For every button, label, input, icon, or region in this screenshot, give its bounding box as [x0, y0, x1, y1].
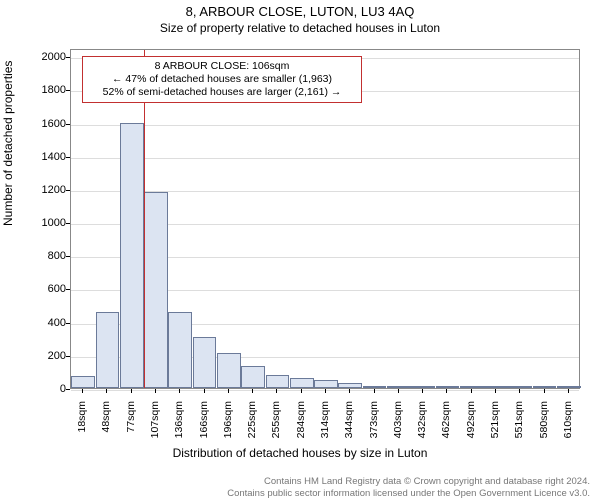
- x-tick-mark: [446, 389, 447, 393]
- histogram-bar: [508, 386, 532, 388]
- x-tick-mark: [276, 389, 277, 393]
- x-tick-mark: [519, 389, 520, 393]
- y-tick-label: 200: [26, 350, 66, 362]
- y-tick-label: 1800: [26, 84, 66, 96]
- histogram-bar: [168, 312, 192, 388]
- histogram-bar: [120, 123, 144, 388]
- annotation-line-3: 52% of semi-detached houses are larger (…: [89, 86, 355, 99]
- histogram-bar: [460, 386, 484, 388]
- chart-title: 8, ARBOUR CLOSE, LUTON, LU3 4AQ: [0, 4, 600, 19]
- y-tick-label: 1600: [26, 118, 66, 130]
- x-tick-mark: [204, 389, 205, 393]
- y-tick-mark: [66, 389, 70, 390]
- x-tick-mark: [471, 389, 472, 393]
- x-axis-label: Distribution of detached houses by size …: [0, 446, 600, 460]
- x-tick-label: 344sqm: [343, 401, 355, 451]
- x-tick-mark: [374, 389, 375, 393]
- histogram-bar: [290, 378, 314, 388]
- y-tick-label: 1400: [26, 151, 66, 163]
- x-tick-label: 196sqm: [222, 401, 234, 451]
- histogram-bar: [71, 376, 95, 388]
- annotation-box: 8 ARBOUR CLOSE: 106sqm← 47% of detached …: [82, 56, 362, 103]
- x-tick-label: 77sqm: [125, 401, 137, 451]
- x-tick-mark: [495, 389, 496, 393]
- footer-line-1: Contains HM Land Registry data © Crown c…: [227, 476, 590, 488]
- x-tick-mark: [106, 389, 107, 393]
- x-tick-mark: [179, 389, 180, 393]
- x-tick-label: 18sqm: [76, 401, 88, 451]
- y-tick-mark: [66, 356, 70, 357]
- y-tick-mark: [66, 323, 70, 324]
- y-tick-label: 400: [26, 317, 66, 329]
- y-tick-label: 1200: [26, 184, 66, 196]
- gridline: [71, 158, 579, 159]
- x-tick-label: 136sqm: [173, 401, 185, 451]
- x-tick-label: 403sqm: [392, 401, 404, 451]
- chart-subtitle: Size of property relative to detached ho…: [0, 21, 600, 35]
- footer-attribution: Contains HM Land Registry data © Crown c…: [227, 476, 590, 500]
- y-tick-mark: [66, 190, 70, 191]
- histogram-bar: [266, 375, 290, 388]
- x-tick-mark: [82, 389, 83, 393]
- x-tick-mark: [422, 389, 423, 393]
- histogram-bar: [411, 386, 435, 388]
- histogram-bar: [144, 192, 168, 388]
- x-tick-mark: [228, 389, 229, 393]
- x-tick-label: 225sqm: [246, 401, 258, 451]
- x-tick-label: 462sqm: [440, 401, 452, 451]
- histogram-bar: [193, 337, 217, 388]
- x-tick-label: 314sqm: [319, 401, 331, 451]
- histogram-bar: [533, 386, 557, 388]
- y-tick-label: 2000: [26, 51, 66, 63]
- y-tick-label: 0: [26, 383, 66, 395]
- x-tick-mark: [568, 389, 569, 393]
- footer-line-2: Contains public sector information licen…: [227, 488, 590, 500]
- histogram-bar: [314, 380, 338, 388]
- y-tick-mark: [66, 57, 70, 58]
- histogram-bar: [96, 312, 120, 388]
- histogram-bar: [557, 386, 581, 388]
- x-tick-label: 432sqm: [416, 401, 428, 451]
- y-tick-label: 600: [26, 283, 66, 295]
- x-tick-label: 521sqm: [489, 401, 501, 451]
- x-tick-label: 284sqm: [295, 401, 307, 451]
- x-tick-mark: [349, 389, 350, 393]
- histogram-bar: [387, 386, 411, 388]
- histogram-bar: [241, 366, 265, 388]
- y-axis-label: Number of detached properties: [1, 61, 15, 226]
- histogram-bar: [436, 386, 460, 388]
- x-tick-label: 373sqm: [368, 401, 380, 451]
- histogram-bar: [363, 386, 387, 388]
- x-tick-label: 610sqm: [562, 401, 574, 451]
- gridline: [71, 125, 579, 126]
- annotation-line-2: ← 47% of detached houses are smaller (1,…: [89, 73, 355, 86]
- x-tick-mark: [155, 389, 156, 393]
- annotation-line-1: 8 ARBOUR CLOSE: 106sqm: [89, 60, 355, 73]
- histogram-bar: [217, 353, 241, 388]
- x-tick-mark: [544, 389, 545, 393]
- y-tick-mark: [66, 90, 70, 91]
- y-tick-label: 1000: [26, 217, 66, 229]
- y-tick-mark: [66, 157, 70, 158]
- y-tick-mark: [66, 256, 70, 257]
- histogram-bar: [484, 386, 508, 388]
- x-tick-label: 166sqm: [198, 401, 210, 451]
- y-tick-label: 800: [26, 250, 66, 262]
- histogram-bar: [338, 383, 362, 388]
- x-tick-label: 255sqm: [270, 401, 282, 451]
- y-tick-mark: [66, 289, 70, 290]
- x-tick-mark: [131, 389, 132, 393]
- x-tick-mark: [252, 389, 253, 393]
- x-tick-label: 48sqm: [100, 401, 112, 451]
- y-tick-mark: [66, 124, 70, 125]
- x-tick-label: 580sqm: [538, 401, 550, 451]
- x-tick-mark: [301, 389, 302, 393]
- x-tick-label: 107sqm: [149, 401, 161, 451]
- x-tick-mark: [398, 389, 399, 393]
- x-tick-label: 551sqm: [513, 401, 525, 451]
- x-tick-mark: [325, 389, 326, 393]
- y-tick-mark: [66, 223, 70, 224]
- x-tick-label: 492sqm: [465, 401, 477, 451]
